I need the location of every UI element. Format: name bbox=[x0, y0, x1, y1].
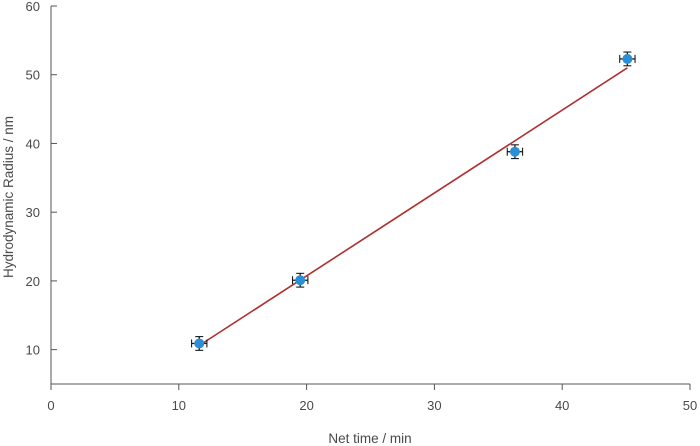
x-axis-label: Net time / min bbox=[328, 431, 411, 446]
data-point bbox=[506, 144, 524, 160]
axes: 0 10 20 30 40 50 10 20 30 40 50 60 bbox=[26, 0, 698, 413]
y-tick-label: 20 bbox=[26, 274, 40, 289]
data-point bbox=[191, 336, 208, 351]
x-tick-label: 40 bbox=[555, 398, 569, 413]
data-point bbox=[619, 51, 636, 67]
data-point bbox=[291, 272, 309, 288]
y-axis-label: Hydrodynamic Radius / nm bbox=[1, 116, 16, 278]
data-marker bbox=[509, 146, 520, 157]
y-tick-label: 60 bbox=[26, 0, 40, 14]
x-tick-label: 10 bbox=[172, 398, 186, 413]
x-tick-label: 30 bbox=[427, 398, 441, 413]
data-marker bbox=[194, 338, 205, 349]
y-tick-label: 10 bbox=[26, 343, 40, 358]
x-tick-label: 20 bbox=[299, 398, 313, 413]
x-tick-label: 0 bbox=[47, 398, 54, 413]
x-tick-label: 50 bbox=[683, 398, 697, 413]
data-marker bbox=[295, 275, 306, 286]
y-tick-label: 30 bbox=[26, 205, 40, 220]
data-marker bbox=[622, 53, 633, 64]
y-tick-label: 40 bbox=[26, 136, 40, 151]
data-points bbox=[191, 51, 636, 351]
y-tick-label: 50 bbox=[26, 68, 40, 83]
fit-line-group bbox=[198, 67, 628, 347]
fit-line bbox=[198, 67, 628, 347]
